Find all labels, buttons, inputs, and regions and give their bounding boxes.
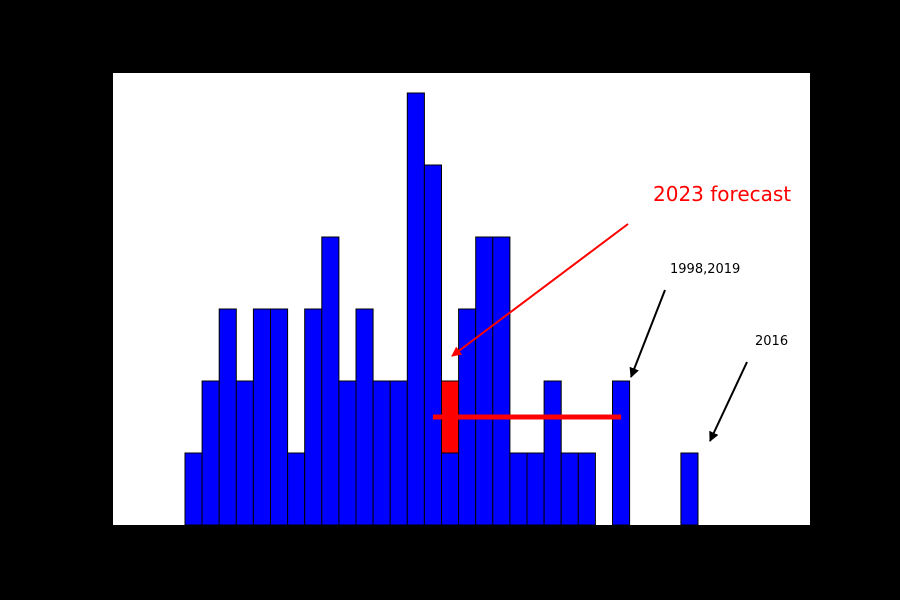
forecast-highlight-group	[432, 380, 622, 454]
histogram-bar	[287, 452, 306, 526]
histogram-bar	[543, 380, 562, 526]
histogram-bar	[577, 452, 596, 526]
histogram-bar	[475, 236, 494, 526]
histogram-bar	[252, 308, 271, 526]
histogram-bar	[201, 380, 220, 526]
histogram-bar	[355, 308, 374, 526]
histogram-bar	[184, 452, 203, 526]
histogram-bar	[270, 308, 289, 526]
annotation-arrow	[451, 223, 629, 357]
histogram-bar	[441, 452, 460, 526]
annotation-label: 1998,2019	[670, 262, 740, 277]
histogram-bar	[304, 308, 323, 526]
histogram-bar	[509, 452, 528, 526]
histogram-bar	[338, 380, 357, 526]
annotation-label: 2016	[755, 334, 788, 349]
histogram-bar	[492, 236, 511, 526]
histogram-bar	[423, 164, 442, 526]
annotation-arrow	[629, 289, 666, 378]
histogram-bar	[612, 380, 631, 526]
histogram-bar	[526, 452, 545, 526]
histogram-bar	[321, 236, 340, 526]
annotations-group: 2023 forecast 1998,2019 2016	[451, 182, 791, 442]
histogram-bar	[389, 380, 408, 526]
histogram-bar	[218, 308, 237, 526]
histogram-bar	[680, 452, 699, 526]
bars-group	[184, 92, 699, 526]
annotation-label: 2023 forecast	[653, 182, 791, 206]
histogram-bar	[406, 92, 425, 526]
histogram-bar	[372, 380, 391, 526]
annotation-arrow	[709, 361, 748, 442]
histogram-bar	[235, 380, 254, 526]
histogram-bar	[560, 452, 579, 526]
